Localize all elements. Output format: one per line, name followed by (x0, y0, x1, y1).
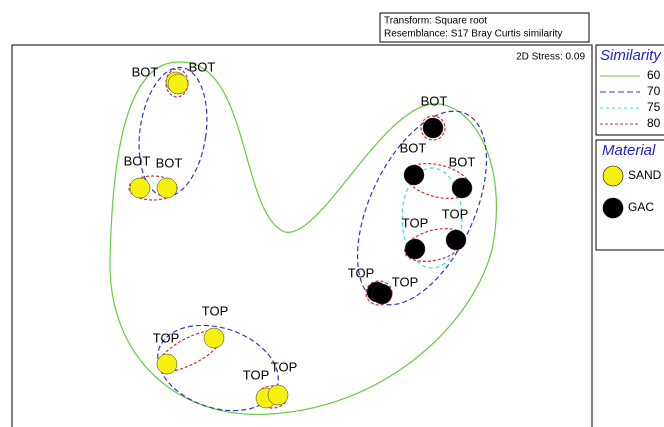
point-label: TOP (153, 330, 180, 345)
plot-frame (11, 44, 593, 427)
sample-point (156, 353, 178, 375)
point-label: BOT (449, 154, 476, 169)
legend-label: GAC (628, 200, 654, 214)
legend-marker (602, 197, 624, 219)
legend-marker (602, 165, 624, 187)
material-legend (595, 139, 664, 251)
sample-point (156, 177, 178, 199)
similarity-legend (595, 44, 664, 136)
sample-point (267, 384, 289, 406)
point-label: BOT (189, 59, 216, 74)
point-label: TOP (348, 265, 375, 280)
point-label: TOP (243, 367, 270, 382)
point-label: TOP (202, 303, 229, 318)
sample-point (129, 177, 151, 199)
point-label: TOP (392, 274, 419, 289)
point-label: BOT (156, 155, 183, 170)
point-label: BOT (421, 93, 448, 108)
point-label: BOT (400, 140, 427, 155)
legend-label: 60 (647, 68, 661, 82)
point-label: TOP (402, 215, 429, 230)
sample-point (404, 238, 426, 260)
contour-60 (109, 61, 497, 415)
legend-label: 70 (647, 84, 661, 98)
contour-70 (138, 66, 208, 198)
legend-title: Similarity (600, 47, 662, 64)
contour-75 (401, 167, 463, 269)
sample-point (445, 229, 467, 251)
legend-label: 75 (647, 100, 661, 114)
point-label: TOP (271, 359, 298, 374)
stress: 2D Stress: 0.09 (516, 52, 585, 63)
legend-title: Material (602, 142, 656, 159)
point-label: BOT (132, 64, 159, 79)
header-box (379, 12, 590, 43)
point-label: TOP (442, 206, 469, 221)
legend-label: 80 (647, 116, 661, 130)
contour-80 (420, 115, 446, 141)
sample-point (403, 164, 425, 186)
sample-point (451, 177, 473, 199)
sample-point (167, 73, 189, 95)
legend-label: SAND (628, 168, 662, 182)
sample-point (203, 327, 225, 349)
sample-point (422, 117, 444, 139)
contour-70 (356, 110, 488, 306)
resemblance: Resemblance: S17 Bray Curtis similarity (384, 29, 562, 40)
point-label: BOT (124, 153, 151, 168)
sample-point (371, 283, 393, 305)
transform: Transform: Square root (384, 16, 487, 27)
